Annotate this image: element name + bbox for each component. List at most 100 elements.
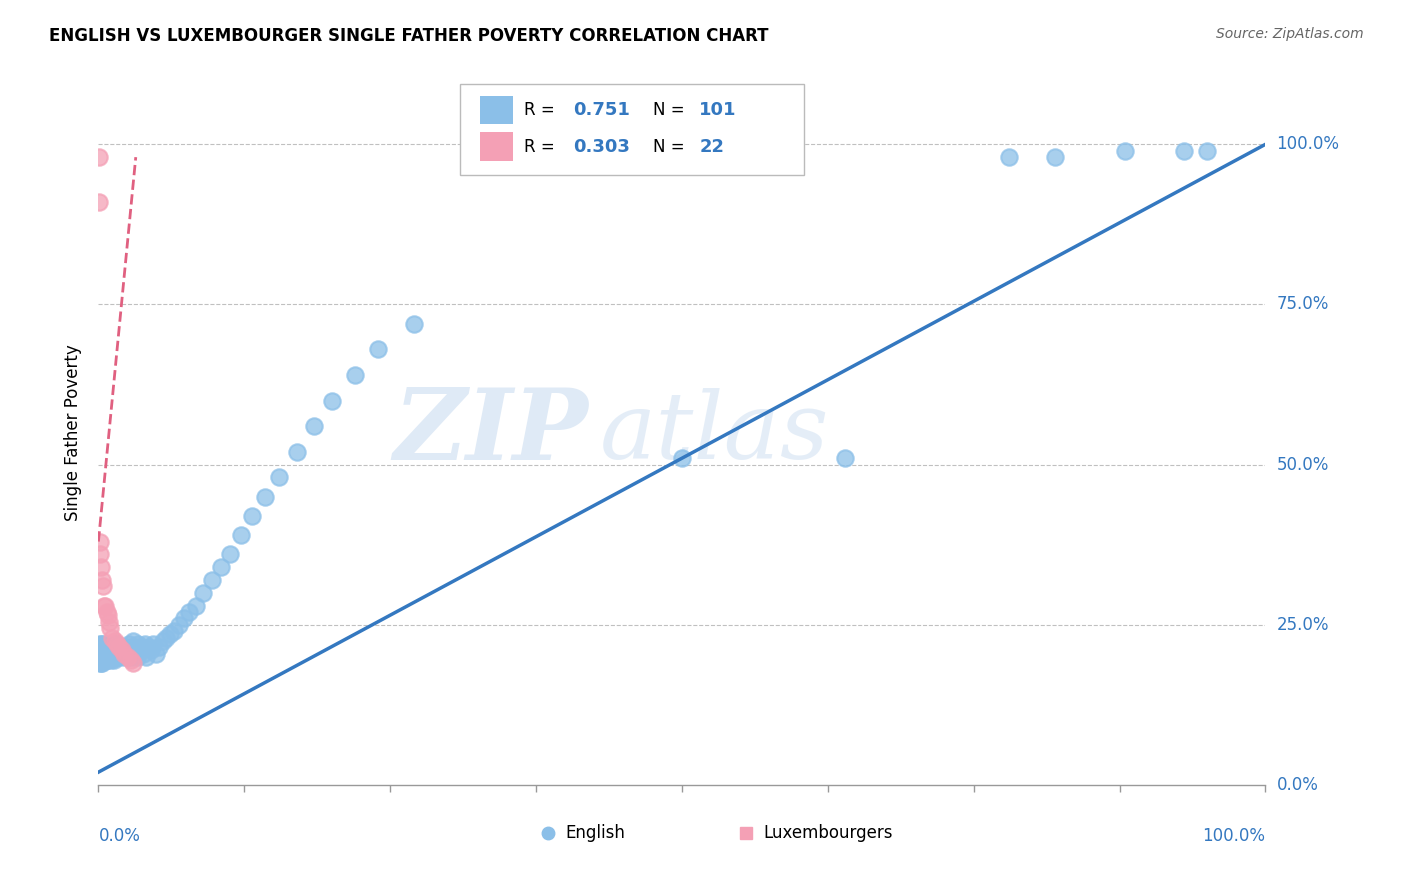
Point [97,608,120,623]
Text: 50.0%: 50.0% [1277,456,1329,474]
Point [91,643,114,657]
Point [111,643,134,657]
Point [108,647,131,661]
Point [101,631,124,645]
Point [1173,144,1195,158]
Text: 25.0%: 25.0% [1277,615,1329,634]
Point [111,640,134,655]
Point [193,586,215,600]
Text: R =: R = [524,101,555,119]
Point [142,637,165,651]
Point [118,637,141,651]
Point [671,451,693,466]
Point [97,653,120,667]
Text: Source: ZipAtlas.com: Source: ZipAtlas.com [1216,27,1364,41]
Point [90,573,112,587]
Point [94,640,117,655]
Text: Luxembourgers: Luxembourgers [763,824,893,842]
Point [90,560,112,574]
FancyBboxPatch shape [460,84,804,176]
Point [121,649,143,664]
Point [134,637,156,651]
Point [94,599,117,613]
Point [1195,144,1218,158]
Point [152,633,174,648]
Point [122,657,145,671]
Point [125,649,148,664]
Point [93,653,115,667]
Point [89,657,111,671]
Point [120,653,142,667]
Point [93,649,115,664]
Point [91,647,114,661]
Point [89,534,111,549]
Point [93,647,115,661]
Point [321,393,343,408]
FancyBboxPatch shape [479,95,513,124]
Point [98,643,121,657]
Point [344,368,367,382]
Point [93,599,115,613]
Point [93,640,115,655]
Text: 0.0%: 0.0% [1277,776,1319,794]
Point [367,343,389,357]
Point [104,637,127,651]
Point [124,640,146,655]
Point [112,647,135,661]
Point [90,643,112,657]
Point [112,643,135,657]
Point [108,640,131,655]
Point [96,647,118,661]
Point [129,643,152,657]
Point [132,647,155,661]
FancyBboxPatch shape [479,132,513,161]
Point [179,605,201,619]
Point [90,649,112,664]
Point [97,649,120,664]
Text: ENGLISH VS LUXEMBOURGER SINGLE FATHER POVERTY CORRELATION CHART: ENGLISH VS LUXEMBOURGER SINGLE FATHER PO… [49,27,769,45]
Text: N =: N = [652,101,685,119]
Point [167,617,190,632]
Point [173,611,195,625]
Point [100,653,122,667]
Text: 0.303: 0.303 [574,137,630,155]
Text: English: English [565,824,626,842]
Point [111,649,134,664]
Text: 100.0%: 100.0% [1202,827,1265,846]
Point [97,615,120,629]
Point [96,605,118,619]
Point [834,451,856,466]
Point [94,643,117,657]
Point [97,647,120,661]
Point [87,150,110,164]
Point [122,633,145,648]
Point [209,560,232,574]
Point [107,649,129,664]
Point [120,640,142,655]
Point [103,640,125,655]
Point [94,649,117,664]
Point [219,547,242,561]
Point [90,657,112,671]
Point [304,419,326,434]
Point [1114,144,1136,158]
Point [139,643,162,657]
Point [131,640,153,655]
Point [100,647,122,661]
Point [115,647,138,661]
Point [98,640,121,655]
Point [242,508,264,523]
Point [155,631,177,645]
Point [135,649,157,664]
Point [254,490,277,504]
Point [110,643,132,657]
Point [96,653,118,667]
Point [103,653,125,667]
Point [125,647,148,661]
Point [105,643,128,657]
Text: 0.0%: 0.0% [98,827,141,846]
Point [105,640,128,655]
Point [117,649,139,664]
Point [91,579,114,593]
Point [90,637,112,651]
